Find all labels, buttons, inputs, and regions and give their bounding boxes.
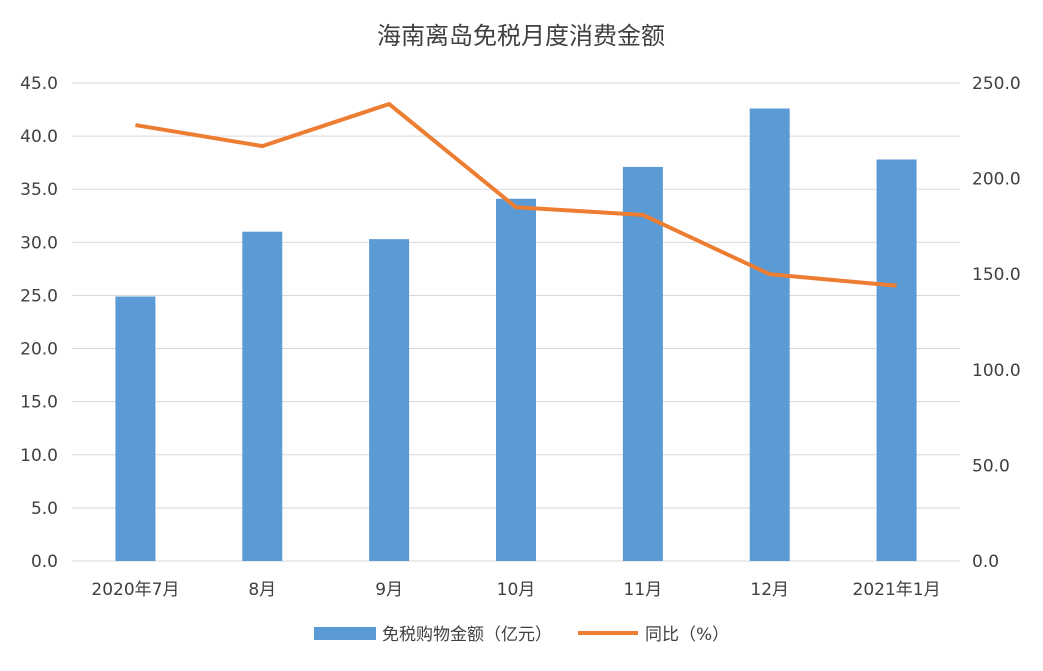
y-right-tick-label: 200.0	[972, 170, 1021, 190]
y-axis-left: 0.0 5.0 10.0 15.0 20.0 25.0 30.0 35.0 40.0 45.0	[20, 74, 58, 572]
y-right-tick-label: 150.0	[972, 265, 1021, 285]
y-left-tick-label: 0.0	[31, 552, 58, 572]
bar	[622, 166, 663, 561]
bar	[115, 296, 156, 561]
y-left-tick-label: 25.0	[20, 286, 58, 306]
x-tick-label: 12月	[750, 580, 789, 600]
legend-bar-label: 免税购物金额（亿元）	[382, 625, 552, 645]
y-left-tick-label: 10.0	[20, 446, 58, 466]
legend: 免税购物金额（亿元） 同比（%）	[314, 625, 729, 645]
y-left-tick-label: 45.0	[20, 74, 58, 94]
line-series	[135, 102, 897, 288]
y-right-tick-label: 0.0	[972, 552, 999, 572]
x-tick-label: 11月	[624, 580, 663, 600]
y-left-tick-label: 15.0	[20, 393, 58, 413]
y-left-tick-label: 20.0	[20, 340, 58, 360]
bar	[496, 198, 536, 561]
bar-series	[115, 108, 917, 562]
chart-title: 海南离岛免税月度消费金额	[377, 22, 665, 50]
y-right-tick-label: 250.0	[972, 74, 1021, 94]
y-right-tick-label: 100.0	[972, 361, 1021, 381]
y-left-tick-label: 5.0	[31, 499, 58, 519]
y-left-tick-label: 30.0	[20, 233, 58, 253]
x-axis: 2020年7月 8月 9月 10月 11月 12月 2021年1月	[91, 580, 940, 600]
x-tick-label: 10月	[497, 580, 536, 600]
x-tick-label: 9月	[375, 580, 403, 600]
x-tick-label: 2020年7月	[91, 580, 179, 600]
y-left-tick-label: 40.0	[20, 127, 58, 147]
bar	[369, 239, 410, 561]
y-axis-right: 0.0 50.0 100.0 150.0 200.0 250.0	[972, 74, 1021, 572]
y-right-tick-label: 50.0	[972, 456, 1010, 476]
legend-line-label: 同比（%）	[645, 625, 729, 645]
legend-bar-swatch	[314, 627, 376, 640]
x-tick-label: 2021年1月	[853, 580, 941, 600]
bar	[876, 159, 917, 562]
bar	[242, 231, 283, 561]
bar	[749, 108, 790, 561]
x-tick-label: 8月	[248, 580, 276, 600]
y-left-tick-label: 35.0	[20, 180, 58, 200]
